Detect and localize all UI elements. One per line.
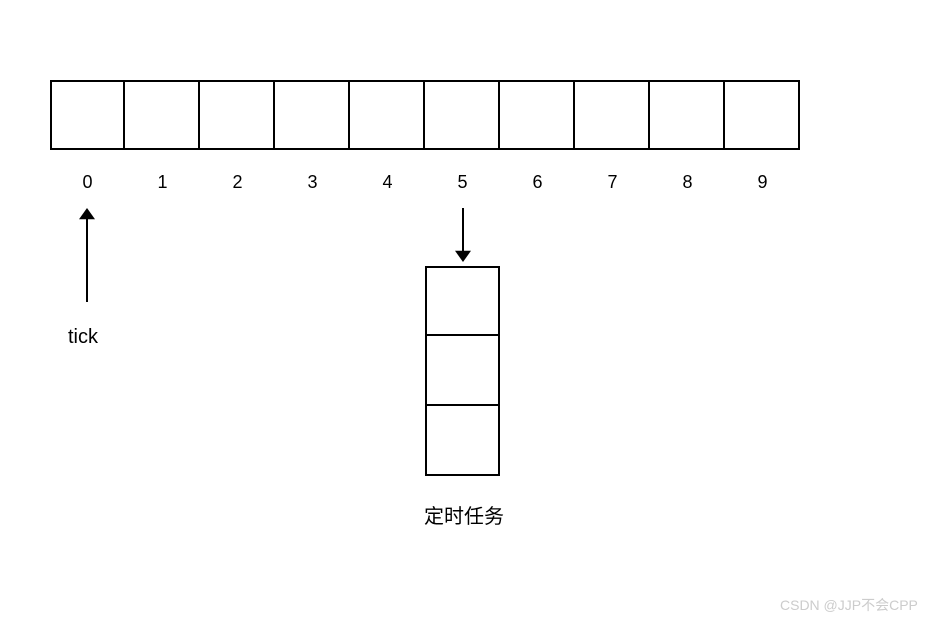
index-label: 9: [725, 172, 800, 193]
tick-label: tick: [68, 326, 98, 349]
task-cell: [425, 406, 500, 476]
task-stack: [425, 266, 500, 476]
task-cell: [425, 336, 500, 406]
index-label: 8: [650, 172, 725, 193]
index-label: 4: [350, 172, 425, 193]
slot-cell: [500, 80, 575, 150]
tasks-label: 定时任务: [424, 500, 504, 529]
slot-cell: [50, 80, 125, 150]
watermark: CSDN @JJP不会CPP: [780, 595, 918, 615]
index-label: 7: [575, 172, 650, 193]
tasks-arrow: [453, 208, 473, 262]
slot-cell: [725, 80, 800, 150]
slots-row: [50, 80, 800, 150]
index-label: 0: [50, 172, 125, 193]
tick-arrow: [77, 208, 97, 302]
slot-cell: [575, 80, 650, 150]
slot-cell: [200, 80, 275, 150]
index-label: 1: [125, 172, 200, 193]
index-label: 3: [275, 172, 350, 193]
slot-cell: [125, 80, 200, 150]
index-label: 5: [425, 172, 500, 193]
diagram-container: 0123456789 tick 定时任务 CSDN @JJP不会CPP: [0, 0, 952, 621]
slot-cell: [350, 80, 425, 150]
index-labels-row: 0123456789: [50, 172, 800, 193]
slot-cell: [650, 80, 725, 150]
task-cell: [425, 266, 500, 336]
slot-cell: [275, 80, 350, 150]
index-label: 6: [500, 172, 575, 193]
slot-cell: [425, 80, 500, 150]
index-label: 2: [200, 172, 275, 193]
